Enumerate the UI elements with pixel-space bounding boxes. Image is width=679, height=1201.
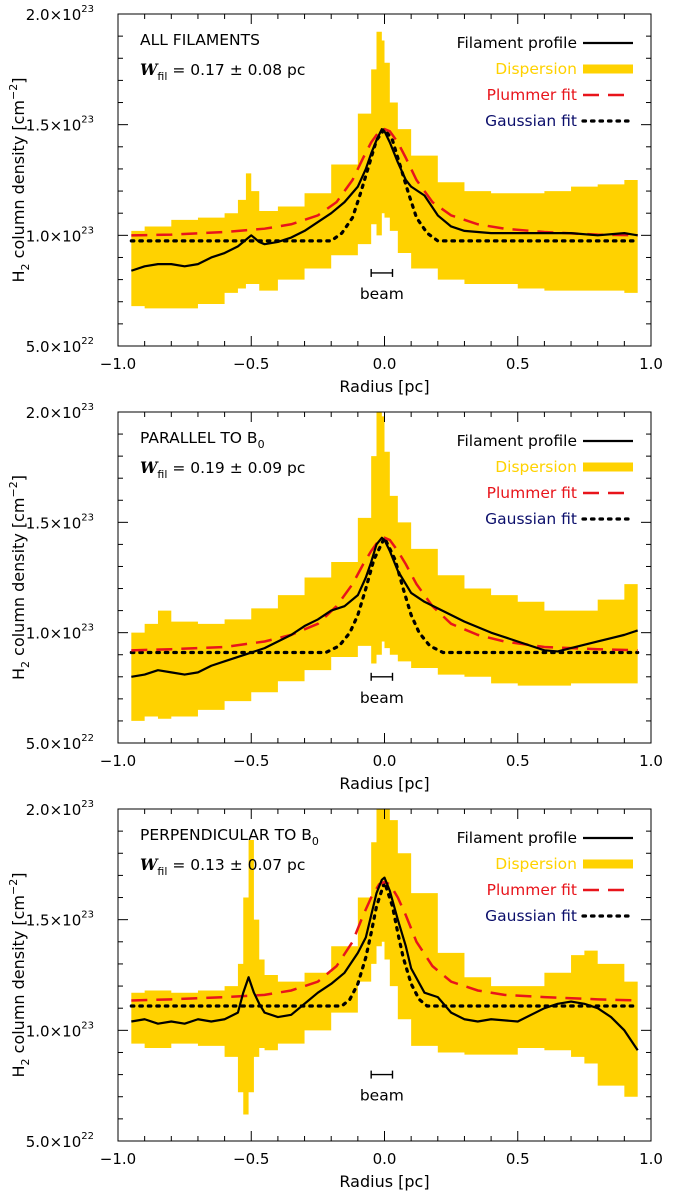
x-tick-label: 0.5 [506, 1150, 530, 1168]
beam-label: beam [360, 285, 404, 303]
x-tick-label: 0.5 [506, 355, 530, 373]
legend-label-3: Plummer fit [487, 86, 577, 104]
x-tick-label: −1.0 [100, 1150, 136, 1168]
legend-label-2: Dispersion [495, 60, 577, 78]
legend-label-3: Plummer fit [487, 484, 577, 502]
y-tick-label: 1.5×1023 [26, 910, 94, 930]
legend-label-2: Dispersion [495, 855, 577, 873]
y-axis-label: H2 column density [cm−2] [7, 475, 32, 680]
plot-area [129, 809, 640, 1115]
y-tick-label: 1.5×1023 [26, 115, 94, 135]
chart-panel-2: −1.0 −0.5 0.0 0.5 1.0 5.0×1022 1.0×1023 1.5×102… [7, 402, 663, 793]
dispersion-band [131, 809, 638, 1115]
x-tick-label: 1.0 [639, 752, 663, 770]
legend-label-1: Filament profile [457, 829, 577, 847]
filament-profile-line [131, 876, 639, 1051]
chart-panel-3: −1.0 −0.5 0.0 0.5 1.0 5.0×1022 1.0×1023 1.5×102… [7, 799, 663, 1191]
y-axis-label: H2 column density [cm−2] [7, 78, 32, 283]
y-tick-label: 1.5×1023 [26, 512, 94, 532]
panel-annotation: PERPENDICULAR TO B0 [140, 826, 319, 848]
gaussian-fit-line [129, 534, 640, 655]
y-tick-label: 5.0×1022 [26, 733, 94, 753]
legend-label-2: Dispersion [495, 458, 577, 476]
x-axis-label: Radius [pc] [339, 1172, 429, 1191]
width-annotation: Wfil = 0.17 ± 0.08 pc [140, 60, 305, 83]
filament-profile-line [130, 127, 638, 272]
x-tick-label: −1.0 [100, 752, 136, 770]
y-tick-label: 5.0×1022 [26, 336, 94, 356]
y-tick-label: 1.0×1023 [26, 623, 94, 643]
width-annotation: Wfil = 0.13 ± 0.07 pc [140, 855, 305, 878]
legend-label-4: Gaussian fit [485, 907, 577, 925]
x-tick-label: 0.5 [506, 752, 530, 770]
plot-area [129, 412, 640, 724]
y-axis-label: H2 column density [cm−2] [7, 873, 32, 1078]
panel-annotation: PARALLEL TO B0 [140, 429, 265, 451]
dispersion-band [131, 412, 638, 724]
plummer-fit-line [131, 127, 638, 237]
y-tick-label: 5.0×1022 [26, 1131, 94, 1151]
x-tick-label: −0.5 [233, 752, 269, 770]
y-tick-label: 2.0×1023 [26, 799, 94, 819]
y-tick-label: 2.0×1023 [26, 4, 94, 24]
chart-panel-1: −1.0 −0.5 0.0 0.5 1.0 5.0×1022 1.0×1023 1.5×102… [7, 4, 663, 396]
legend-label-1: Filament profile [457, 432, 577, 450]
panel-annotation: ALL FILAMENTS [140, 31, 260, 49]
legend-label-4: Gaussian fit [485, 112, 577, 130]
x-tick-label: −1.0 [100, 355, 136, 373]
beam-label: beam [360, 689, 404, 707]
y-tick-label: 2.0×1023 [26, 402, 94, 422]
plummer-fit-line [131, 880, 638, 1002]
x-tick-label: 0.0 [373, 752, 397, 770]
width-annotation: Wfil = 0.19 ± 0.09 pc [140, 458, 305, 481]
legend-label-4: Gaussian fit [485, 510, 577, 528]
legend-label-1: Filament profile [457, 34, 577, 52]
y-tick-label: 1.0×1023 [26, 225, 94, 245]
dispersion-band [131, 31, 638, 309]
x-tick-label: 0.0 [373, 1150, 397, 1168]
plummer-fit-line [131, 536, 638, 652]
x-tick-label: 1.0 [639, 1150, 663, 1168]
x-tick-label: −0.5 [233, 355, 269, 373]
x-axis-label: Radius [pc] [339, 774, 429, 793]
beam-label: beam [360, 1087, 404, 1105]
legend-label-3: Plummer fit [487, 881, 577, 899]
filament-profile-line [131, 536, 639, 678]
y-tick-label: 1.0×1023 [26, 1020, 94, 1040]
x-tick-label: 0.0 [373, 355, 397, 373]
plot-area [129, 31, 640, 309]
x-axis-label: Radius [pc] [339, 377, 429, 396]
x-tick-label: −0.5 [233, 1150, 269, 1168]
x-tick-label: 1.0 [639, 355, 663, 373]
